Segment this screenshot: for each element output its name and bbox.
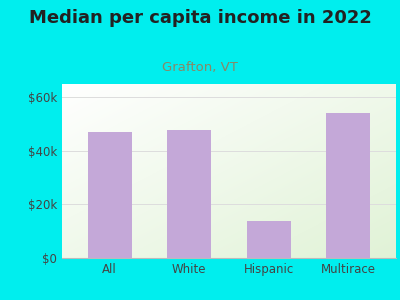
Bar bbox=[247, 220, 291, 258]
Bar bbox=[326, 113, 370, 258]
Text: Median per capita income in 2022: Median per capita income in 2022 bbox=[28, 9, 372, 27]
Text: Grafton, VT: Grafton, VT bbox=[162, 61, 238, 74]
Bar bbox=[167, 130, 211, 258]
Bar bbox=[88, 132, 132, 258]
